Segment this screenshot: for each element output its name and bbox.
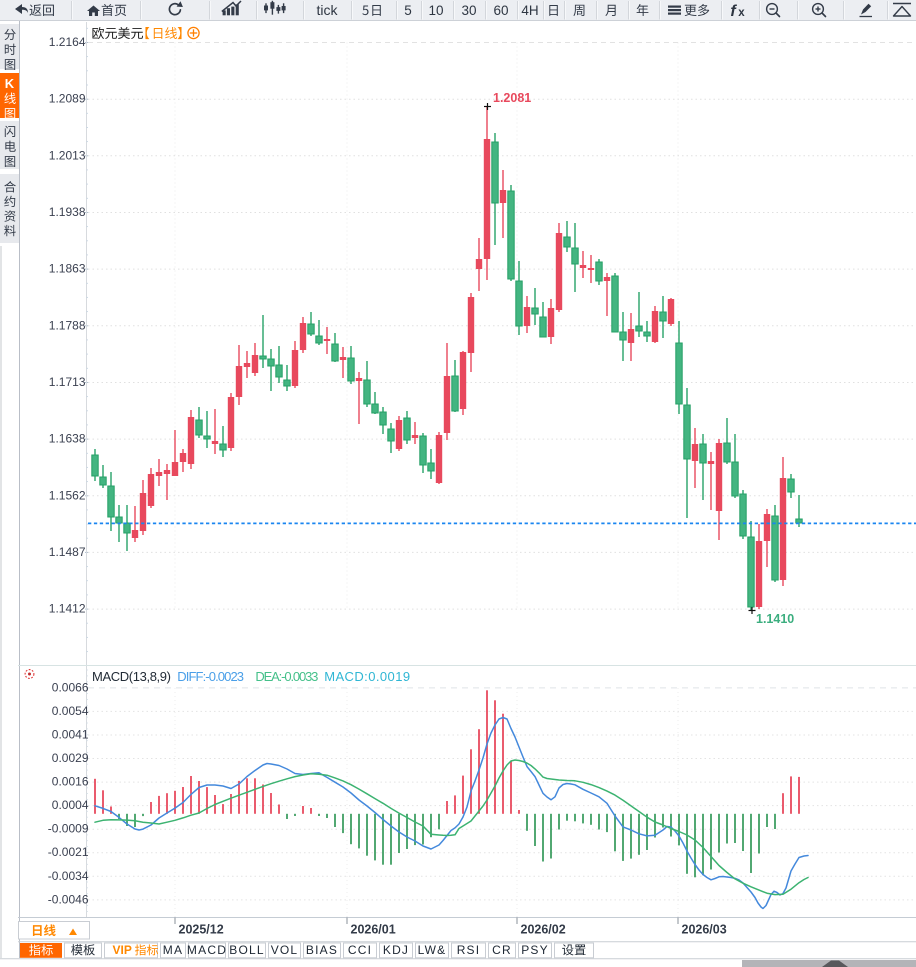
svg-text:60: 60	[493, 3, 508, 18]
svg-text:1.1938: 1.1938	[49, 205, 86, 219]
svg-text:1.2013: 1.2013	[49, 148, 86, 162]
svg-text:-0.0046: -0.0046	[48, 892, 89, 906]
svg-text:0.0054: 0.0054	[52, 704, 89, 718]
svg-text:0.0066: 0.0066	[52, 680, 89, 694]
svg-text:tick: tick	[317, 2, 339, 18]
svg-text:f: f	[730, 3, 737, 20]
svg-text:1.1487: 1.1487	[49, 545, 86, 559]
svg-text:MACD: MACD	[187, 943, 227, 957]
svg-text:-0.0021: -0.0021	[48, 845, 89, 859]
svg-text:0.0041: 0.0041	[52, 728, 89, 742]
svg-text:1.2081: 1.2081	[493, 91, 531, 105]
svg-text:PSY: PSY	[521, 943, 549, 957]
svg-text:LW&: LW&	[418, 943, 447, 957]
svg-text:1.1788: 1.1788	[49, 318, 86, 332]
svg-text:4H: 4H	[521, 3, 538, 18]
svg-text:DEA:-0.0033: DEA:-0.0033	[255, 669, 318, 684]
svg-text:10: 10	[428, 3, 443, 18]
svg-text:VOL: VOL	[271, 943, 299, 957]
svg-text:KDJ: KDJ	[383, 943, 409, 957]
svg-text:CCI: CCI	[348, 943, 372, 957]
svg-text:1.1638: 1.1638	[49, 432, 86, 446]
svg-text:30: 30	[461, 3, 476, 18]
svg-text:2026/01: 2026/01	[351, 923, 396, 937]
svg-text:5: 5	[404, 3, 412, 18]
svg-text:DIFF:-0.0023: DIFF:-0.0023	[177, 669, 244, 684]
svg-text:MACD(13,8,9): MACD(13,8,9)	[92, 669, 171, 684]
svg-text:-0.0009: -0.0009	[48, 822, 89, 836]
svg-text:2025/12: 2025/12	[179, 923, 224, 937]
svg-text:1.1412: 1.1412	[49, 602, 86, 616]
svg-text:x: x	[738, 7, 745, 19]
svg-text:2026/02: 2026/02	[521, 923, 566, 937]
svg-text:1.2089: 1.2089	[49, 92, 86, 106]
svg-text:2026/03: 2026/03	[682, 923, 727, 937]
svg-text:1.1863: 1.1863	[49, 262, 86, 276]
svg-text:RSI: RSI	[457, 943, 481, 957]
svg-text:MACD:0.0019: MACD:0.0019	[324, 669, 410, 684]
svg-text:K: K	[5, 76, 15, 91]
svg-text:BIAS: BIAS	[306, 943, 338, 957]
svg-text:1.1410: 1.1410	[756, 612, 794, 626]
svg-text:0.0016: 0.0016	[52, 775, 89, 789]
svg-text:-0.0034: -0.0034	[48, 869, 89, 883]
svg-text:VIP: VIP	[113, 943, 132, 957]
svg-text:1.2164: 1.2164	[49, 35, 86, 49]
svg-text:0.0004: 0.0004	[52, 798, 89, 812]
svg-text:1.1713: 1.1713	[49, 375, 86, 389]
svg-text:BOLL: BOLL	[229, 943, 265, 957]
svg-text:1.1562: 1.1562	[49, 488, 86, 502]
svg-text:0.0029: 0.0029	[52, 751, 89, 765]
svg-text:MA: MA	[163, 943, 183, 957]
svg-text:CR: CR	[492, 943, 512, 957]
